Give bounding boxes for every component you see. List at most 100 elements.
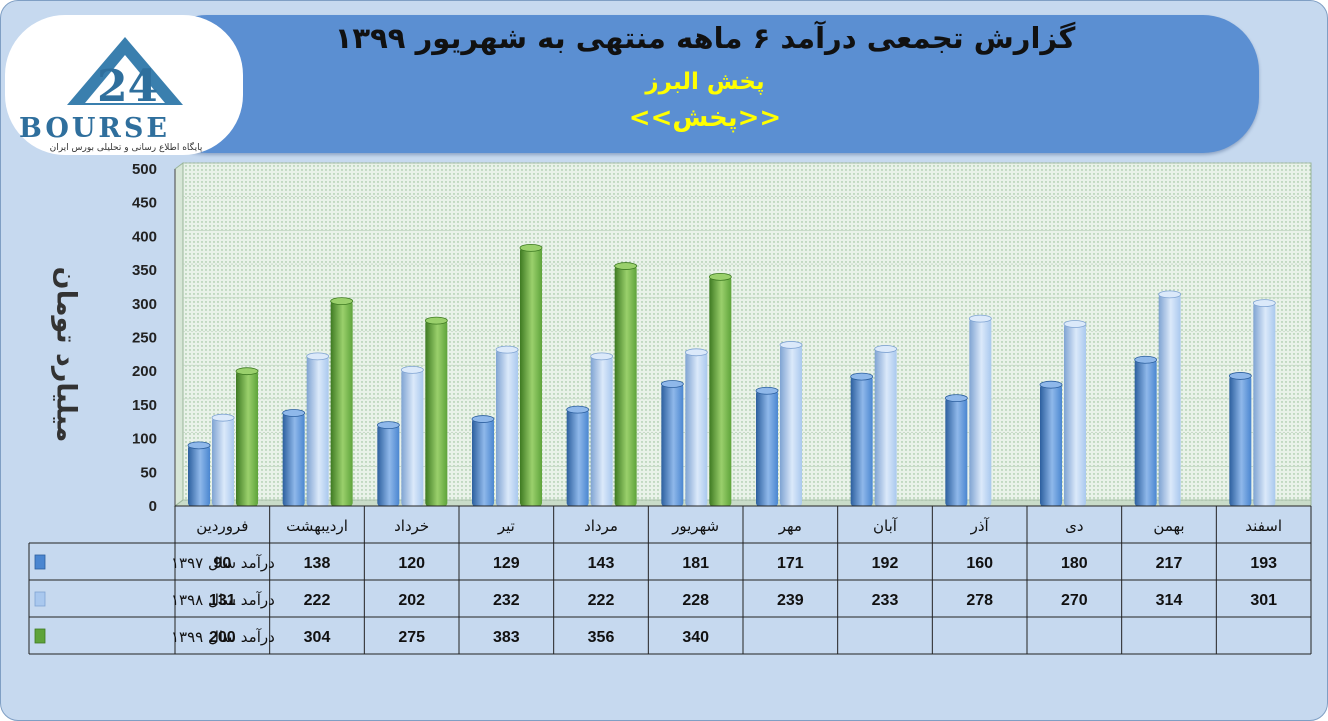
bar [969, 318, 992, 506]
bar [1158, 294, 1181, 506]
x-tick-label: آبان [873, 517, 898, 535]
title-banner [151, 15, 1259, 153]
bar [1134, 359, 1157, 506]
bar-top [614, 262, 638, 270]
bar [1229, 375, 1252, 506]
data-label: 340 [682, 629, 709, 646]
legend-label: درآمد سال ۱۳۹۸ [171, 591, 275, 609]
bar-top [211, 413, 235, 422]
bar-top [590, 352, 614, 361]
bar [945, 398, 968, 506]
legend-swatch [34, 591, 46, 607]
data-label: 232 [493, 592, 520, 609]
data-label: 222 [304, 592, 331, 609]
x-tick-label: مهر [778, 517, 802, 535]
bar-top [235, 367, 259, 376]
data-label: 304 [304, 629, 331, 646]
data-label: 233 [872, 592, 899, 609]
bar [306, 356, 329, 506]
bar-top [850, 372, 874, 381]
bar [566, 409, 589, 506]
bar [614, 266, 637, 506]
bar-top [1252, 299, 1276, 308]
data-label: 222 [588, 592, 615, 609]
logo-wordmark: BOURSE [19, 113, 170, 144]
x-tick-label: اردیبهشت [286, 517, 348, 535]
bar [401, 369, 424, 506]
legend-swatch [34, 554, 46, 570]
bar-top [779, 341, 803, 349]
bar [496, 349, 518, 506]
bar [661, 384, 684, 506]
bar-top [660, 380, 684, 388]
data-label: 180 [1061, 555, 1088, 572]
data-label: 90 [213, 555, 231, 572]
x-tick-label: تیر [497, 517, 515, 535]
x-tick-label: شهریور [671, 517, 719, 535]
bar-top [495, 345, 519, 354]
y-tick-label: 0 [149, 498, 157, 515]
bar-top [282, 409, 306, 417]
company-name: پخش البرز [645, 69, 765, 95]
bar-top [1158, 290, 1182, 299]
x-tick-label: دی [1065, 517, 1083, 535]
data-label: 120 [398, 555, 425, 572]
y-tick-label: 400 [132, 228, 157, 245]
data-label: 239 [777, 592, 804, 609]
y-tick-label: 350 [132, 262, 157, 279]
legend-swatch [34, 628, 46, 644]
data-label: 217 [1156, 555, 1183, 572]
data-label: 193 [1250, 555, 1277, 572]
bourse-logo: 24 BOURSE پایگاه اطلاع رسانی و تحلیلی بو… [5, 15, 243, 155]
data-label: 202 [398, 592, 425, 609]
data-label: 228 [682, 592, 709, 609]
data-label: 138 [304, 555, 331, 572]
data-label: 160 [966, 555, 993, 572]
data-label: 181 [682, 555, 709, 572]
data-label: 129 [493, 555, 520, 572]
y-tick-label: 300 [132, 296, 157, 313]
legend-label: درآمد سال ۱۳۹۹ [171, 628, 275, 646]
bar-top [874, 345, 898, 353]
bar [780, 344, 802, 506]
bar [330, 301, 353, 506]
x-tick-label: بهمن [1153, 517, 1184, 535]
logo-mark-icon: 24 [67, 37, 183, 112]
chart-title: گزارش تجمعی درآمد ۶ ماهه منتهی به شهریور… [334, 21, 1076, 55]
bar [756, 390, 778, 506]
bar [1040, 384, 1062, 506]
bar-top [1063, 320, 1087, 328]
bar-top [1228, 372, 1252, 380]
bar [850, 376, 873, 506]
y-tick-label: 500 [132, 161, 157, 178]
bar-top [755, 386, 779, 395]
y-tick-label: 150 [132, 397, 157, 414]
data-label: 275 [398, 629, 425, 646]
bar [590, 356, 613, 506]
data-label: 171 [777, 555, 804, 572]
bar [236, 371, 258, 506]
y-tick-label: 450 [132, 195, 157, 212]
data-label: 200 [209, 629, 236, 646]
bar [874, 348, 897, 506]
bar [377, 425, 400, 506]
x-tick-label: مرداد [584, 517, 618, 535]
y-tick-label: 200 [132, 363, 157, 380]
data-label: 131 [209, 592, 236, 609]
x-tick-label: اسفند [1245, 517, 1282, 535]
bar-top [400, 365, 424, 374]
bar [282, 412, 305, 506]
bar-top [424, 316, 448, 325]
plot-side-wall [174, 162, 184, 507]
bar-top [1134, 355, 1158, 364]
svg-text:24: 24 [97, 61, 158, 112]
data-label: 314 [1156, 592, 1183, 609]
x-tick-label: فروردین [196, 517, 248, 535]
data-label: 143 [588, 555, 615, 572]
bar-top [187, 441, 211, 450]
bar-top [684, 348, 708, 357]
bar-top [306, 352, 330, 361]
data-label: 356 [588, 629, 615, 646]
